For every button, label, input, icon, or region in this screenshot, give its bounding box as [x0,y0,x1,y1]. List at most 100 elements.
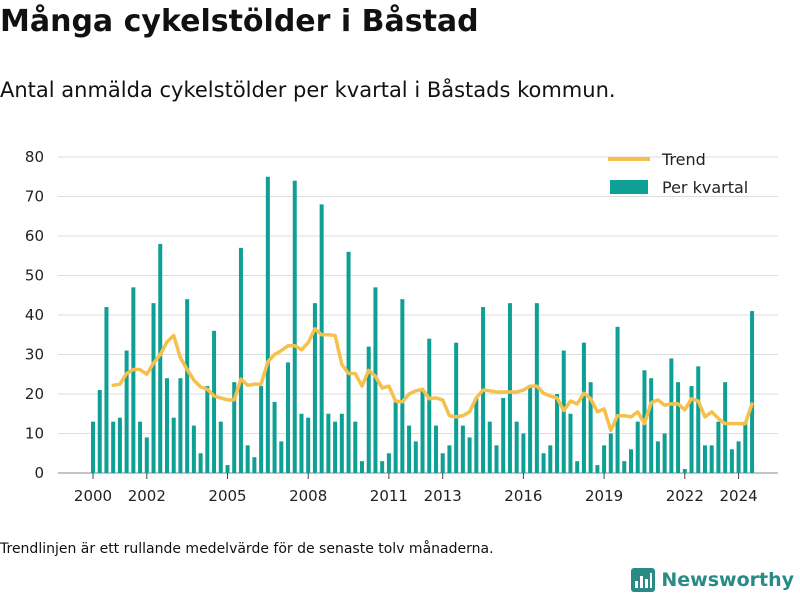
bar [736,441,741,473]
bar [655,441,660,473]
bar [339,413,344,473]
bar [696,366,701,473]
x-tick-label: 2024 [720,487,758,505]
bar [373,287,378,473]
y-tick-label: 0 [34,464,44,482]
bar [292,180,297,473]
y-tick-label: 10 [25,425,44,443]
legend-bar-label: Per kvartal [662,178,748,197]
bar [548,445,553,473]
bar [447,445,452,473]
bar [669,358,674,473]
bar [259,386,264,473]
bar [353,421,358,473]
bar [682,469,687,473]
bar [158,243,163,473]
legend-bar-swatch [610,180,648,194]
bar [420,390,425,473]
bar [326,413,331,473]
bar [191,425,196,473]
bar [218,421,223,473]
bar [615,326,620,473]
brand-name: Newsworthy [661,569,794,591]
bar [716,421,721,473]
bar [400,299,405,473]
bar [709,445,714,473]
bar [312,303,317,473]
bar [319,204,324,473]
bar [676,382,681,473]
bar [743,421,748,473]
bar [501,397,506,473]
y-tick-label: 50 [25,267,44,285]
bar [514,421,519,473]
bar [467,437,472,473]
bar [185,299,190,473]
chart-title: Många cykelstölder i Båstad [0,4,479,39]
newsworthy-logo: Newsworthy [631,568,794,592]
y-tick-label: 40 [25,306,44,324]
bar [454,342,459,473]
bar [333,421,338,473]
bar [97,390,102,473]
bar-chart-logo-icon [631,568,656,592]
bar [111,421,116,473]
bar [117,417,122,473]
bar [521,433,526,473]
bar [649,378,654,473]
bar [299,413,304,473]
bar [555,394,560,473]
bar [205,386,210,473]
bar [171,417,176,473]
bar [595,465,600,473]
y-tick-label: 70 [25,188,44,206]
footnote: Trendlinjen är ett rullande medelvärde f… [0,541,494,557]
bar [689,386,694,473]
bar [602,445,607,473]
bar [272,401,277,473]
bar [568,413,573,473]
bar [238,247,243,473]
bar [138,421,143,473]
bar [494,445,499,473]
bar [528,386,533,473]
x-tick-label: 2013 [424,487,462,505]
bar [279,441,284,473]
x-tick-label: 2016 [504,487,542,505]
bar [346,251,351,473]
bar [225,465,230,473]
bar [91,421,95,473]
legend: Trend Per kvartal [608,150,748,197]
bar [608,433,613,473]
bar-series [91,176,755,473]
bar [232,382,237,473]
bar [440,453,445,473]
x-tick-label: 2019 [585,487,623,505]
bar [487,421,492,473]
bar [178,378,183,473]
trend-line [111,327,754,433]
bar [723,382,728,473]
x-tick-label: 2011 [370,487,408,505]
bar [164,378,169,473]
bar [575,461,580,473]
bar [380,461,385,473]
bar [474,397,479,473]
y-axis: 0 10 20 30 40 50 60 70 80 [25,148,44,482]
bar [413,441,418,473]
bar [252,457,257,473]
x-axis: 2000 2002 2005 2008 2011 2013 2016 2019 2022 2024 [74,473,758,505]
y-tick-label: 30 [25,346,44,364]
x-tick-label: 2008 [289,487,327,505]
bar [629,449,633,473]
bar [212,330,217,473]
bar [131,287,136,473]
y-tick-label: 20 [25,385,44,403]
bar [427,338,432,473]
bar [104,307,109,473]
bar [662,433,667,473]
bar [286,362,291,473]
chart-subtitle: Antal anmälda cykelstölder per kvartal i… [0,78,616,102]
bar [366,346,371,473]
